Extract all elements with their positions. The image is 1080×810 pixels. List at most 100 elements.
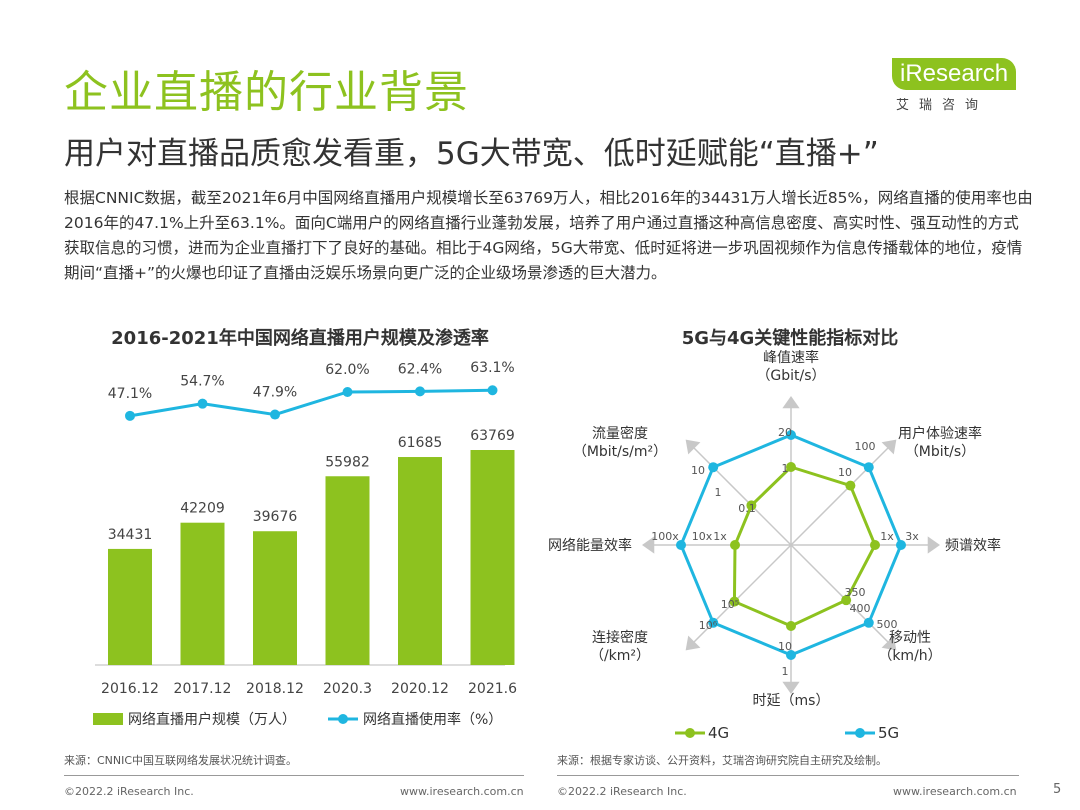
axis-unit: （/km²） bbox=[590, 648, 650, 664]
legend-4g-marker bbox=[685, 728, 695, 738]
divider-left bbox=[64, 775, 524, 776]
axis-arrow-icon bbox=[881, 439, 897, 455]
usage-rate-point bbox=[125, 410, 135, 421]
bar-source: 来源：CNNIC中国互联网络发展状况统计调查。 bbox=[64, 754, 298, 767]
radar-axis bbox=[790, 544, 891, 645]
axis-arrow-icon bbox=[881, 635, 897, 651]
footer-copyright-left: ©2022.2 iResearch Inc. bbox=[64, 785, 194, 798]
x-tick-label: 2016.12 bbox=[101, 681, 159, 697]
axis-unit: （Gbit/s） bbox=[756, 368, 825, 384]
tick-label: 1 bbox=[782, 665, 789, 678]
tick-label: 500 bbox=[877, 618, 898, 631]
axis-arrow-icon bbox=[782, 681, 800, 694]
x-tick-label: 2021.6 bbox=[468, 681, 517, 697]
tick-label: 1 bbox=[782, 462, 789, 475]
legend-line-marker bbox=[338, 714, 348, 724]
tick-label: 10⁵ bbox=[721, 598, 739, 611]
tick-label: 1x bbox=[713, 530, 727, 543]
body-text: 根据CNNIC数据，截至2021年6月中国网络直播用户规模增长至63769万人，… bbox=[64, 189, 1033, 282]
usage-rate-label: 62.0% bbox=[325, 362, 369, 378]
bar bbox=[398, 457, 442, 665]
bar bbox=[180, 522, 225, 665]
radar-4g-point bbox=[841, 595, 852, 606]
tick-label: 1 bbox=[715, 486, 722, 499]
tick-label: 10 bbox=[838, 466, 852, 479]
radar-5g-point bbox=[863, 617, 874, 628]
page-number: 5 bbox=[1053, 782, 1062, 797]
usage-rate-label: 54.7% bbox=[180, 374, 224, 390]
axis-name: 峰值速率 bbox=[763, 350, 819, 366]
tick-label: 3x bbox=[905, 530, 919, 543]
page-title: 企业直播的行业背景 bbox=[64, 67, 469, 118]
usage-rate-label: 62.4% bbox=[398, 361, 442, 377]
radar-4g-point bbox=[786, 462, 796, 472]
bar bbox=[325, 476, 370, 665]
radar-4g-point bbox=[786, 621, 796, 631]
tick-label: 100 bbox=[855, 440, 876, 453]
bar-label: 34431 bbox=[108, 527, 153, 543]
legend-bar-swatch bbox=[93, 713, 123, 725]
axis-arrow-icon bbox=[685, 635, 701, 651]
axis-name: 网络能量效率 bbox=[548, 537, 632, 554]
logo-cn: 艾瑞咨询 bbox=[896, 98, 989, 113]
tick-label: 1x bbox=[880, 530, 894, 543]
page-subtitle: 用户对直播品质愈发看重，5G大带宽、低时延赋能“直播+” bbox=[64, 136, 879, 172]
radar-5g-point bbox=[786, 430, 796, 440]
radar-4g-point bbox=[729, 596, 740, 607]
tick-label: 100x bbox=[651, 530, 679, 543]
axis-name: 连接密度 bbox=[592, 629, 648, 646]
usage-rate-point bbox=[487, 385, 498, 396]
tick-label: 10x bbox=[692, 530, 713, 543]
radar-axis bbox=[790, 445, 891, 546]
legend-4g-label: 4G bbox=[708, 724, 729, 742]
radar-4g-point bbox=[870, 540, 880, 550]
tick-label: 10⁶ bbox=[699, 619, 718, 632]
usage-rate-point bbox=[270, 409, 280, 420]
axis-unit: （Mbit/s） bbox=[905, 444, 975, 460]
tick-label: 10 bbox=[778, 640, 792, 653]
axis-arrow-icon bbox=[782, 396, 800, 409]
x-tick-label: 2020.12 bbox=[391, 681, 449, 697]
iresearch-logo: iResearch 艾瑞咨询 bbox=[892, 58, 1022, 113]
bar bbox=[108, 548, 152, 665]
footer-url-right: www.iresearch.com.cn bbox=[893, 785, 1017, 798]
radar-5g-point bbox=[896, 540, 906, 550]
divider-right bbox=[557, 775, 1019, 776]
axis-arrow-icon bbox=[685, 439, 701, 455]
x-tick-label: 2020.3 bbox=[323, 681, 372, 697]
bar bbox=[253, 531, 297, 665]
radar-4g-point bbox=[746, 500, 757, 511]
bar-label: 63769 bbox=[470, 428, 515, 444]
logo-mark: iResearch bbox=[892, 58, 1017, 90]
radar-5g-point bbox=[708, 617, 719, 628]
tick-label: 400 bbox=[850, 602, 871, 615]
x-tick-label: 2018.12 bbox=[246, 681, 304, 697]
legend-line-label: 网络直播使用率（%） bbox=[363, 711, 502, 728]
axis-unit: （Mbit/s/m²） bbox=[573, 444, 667, 460]
bar-chart-title: 2016-2021年中国网络直播用户规模及渗透率 bbox=[111, 328, 489, 349]
radar-5g-point bbox=[863, 462, 874, 473]
axis-name: 移动性 bbox=[889, 630, 931, 646]
usage-rate-label: 47.9% bbox=[253, 385, 297, 401]
axis-arrow-icon bbox=[927, 536, 940, 554]
legend-bar-label: 网络直播用户规模（万人） bbox=[128, 711, 296, 728]
legend-5g-marker bbox=[855, 728, 865, 738]
usage-rate-point bbox=[197, 398, 208, 409]
axis-arrow-icon bbox=[642, 536, 655, 554]
axis-name: 频谱效率 bbox=[945, 537, 1001, 554]
axis-name: 流量密度 bbox=[592, 425, 648, 442]
bar bbox=[470, 450, 515, 665]
axis-name: 用户体验速率 bbox=[898, 425, 982, 442]
radar-axis bbox=[691, 445, 792, 546]
footer-copyright-right: ©2022.2 iResearch Inc. bbox=[557, 785, 687, 798]
bar-label: 39676 bbox=[253, 509, 298, 525]
usage-rate-label: 47.1% bbox=[108, 386, 152, 402]
bar-line-chart: 34431 2016.12 42209 2017.12 39676 2018.12 5598… bbox=[93, 360, 517, 728]
radar-4g-point bbox=[730, 540, 740, 550]
axis-name: 时延（ms） bbox=[753, 693, 830, 709]
usage-rate-label: 63.1% bbox=[470, 360, 514, 376]
x-tick-label: 2017.12 bbox=[174, 681, 232, 697]
radar-5g-point bbox=[676, 540, 686, 550]
tick-label: 10 bbox=[691, 464, 705, 477]
